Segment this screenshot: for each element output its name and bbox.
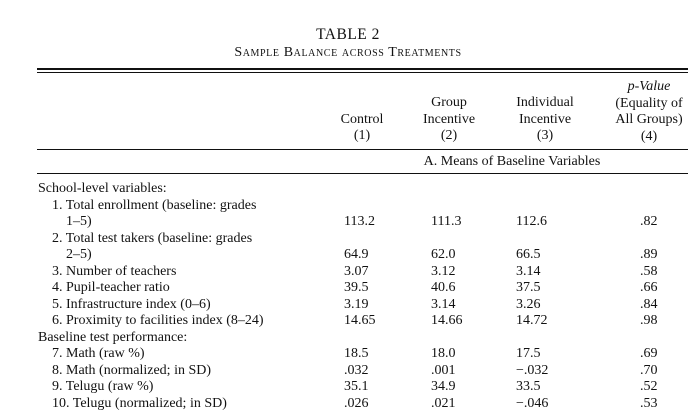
table-title: TABLE 2 (316, 26, 380, 43)
cell-value: .52 (640, 379, 658, 394)
row-label: 6. Proximity to facilities index (8–24) (52, 313, 264, 328)
cell-value: 3.12 (431, 263, 456, 279)
cell-value: 66.5 (516, 247, 541, 262)
cell-value: 17.5 (516, 346, 541, 361)
header-rule (37, 149, 688, 150)
header-line: (3) (536, 128, 554, 143)
cell-value: 18.5 (344, 346, 369, 361)
cell-value: 37.5 (516, 280, 541, 295)
cell-value: 18.0 (431, 346, 456, 361)
row-label: 9. Telugu (raw %) (52, 379, 154, 394)
cell-value: .001 (431, 362, 456, 378)
cell-value: 14.72 (516, 313, 548, 328)
cell-value: 3.14 (431, 296, 456, 312)
column-header-p-value: p-Value (Equality of All Groups) (4) (604, 79, 694, 145)
cell-value: 39.5 (344, 280, 369, 295)
row-label: 4. Pupil-teacher ratio (52, 280, 170, 295)
header-line: p-Value (627, 79, 671, 94)
row-label: 7. Math (raw %) (52, 346, 145, 361)
cell-value: −.046 (516, 395, 549, 411)
row-label: 2. Total test takers (baseline: grades (52, 230, 253, 246)
table-row: 6. Proximity to facilities index (8–24) 1… (0, 313, 696, 330)
table-row: Baseline test performance: (0, 330, 696, 347)
cell-value: .89 (640, 247, 658, 262)
row-label: Baseline test performance: (38, 329, 188, 345)
cell-value: 34.9 (431, 379, 456, 394)
cell-value: 40.6 (431, 280, 456, 295)
cell-value: .70 (640, 362, 658, 378)
row-label: 1. Total enrollment (baseline: grades (52, 197, 257, 213)
row-label: 10. Telugu (normalized; in SD) (52, 395, 227, 411)
table-row: 8. Math (normalized; in SD) .032 .001 −.032… (0, 363, 696, 380)
table-subtitle: Sample Balance across Treatments (234, 45, 462, 60)
cell-value: 112.6 (516, 214, 547, 229)
row-label: 2–5) (66, 247, 92, 262)
header-line: (4) (640, 128, 658, 144)
cell-value: 3.07 (344, 263, 369, 279)
table-row: 2. Total test takers (baseline: grades (0, 231, 696, 248)
cell-value: .98 (640, 313, 658, 328)
top-rule-thick (37, 68, 688, 70)
cell-value: 14.66 (431, 313, 463, 328)
cell-value: .58 (640, 263, 658, 279)
row-label: School-level variables: (38, 181, 167, 196)
cell-value: .021 (431, 395, 456, 411)
header-line: Incentive (422, 111, 476, 127)
panel-label: A. Means of Baseline Variables (423, 154, 601, 169)
cell-value: .032 (344, 362, 369, 378)
table-row: 4. Pupil-teacher ratio 39.5 40.6 37.5 .66 (0, 280, 696, 297)
cell-value: 14.65 (344, 313, 376, 328)
cell-value: .84 (640, 296, 658, 312)
header-line: (Equality of (615, 95, 683, 111)
table-row: School-level variables: (0, 181, 696, 198)
header-line: Control (340, 111, 384, 127)
table-row: 9. Telugu (raw %) 35.1 34.9 33.5 .52 (0, 379, 696, 396)
cell-value: 3.26 (516, 296, 541, 312)
cell-value: 113.2 (344, 214, 375, 229)
table-row: 1–5) 113.2 111.3 112.6 .82 (0, 214, 696, 231)
top-rule-thin (37, 72, 688, 73)
cell-value: .53 (640, 395, 658, 411)
cell-value: 3.19 (344, 296, 369, 312)
table-row: 3. Number of teachers 3.07 3.12 3.14 .58 (0, 264, 696, 281)
header-line (322, 95, 402, 112)
header-line: All Groups) (615, 112, 683, 127)
header-line: Individual (516, 95, 574, 110)
table-row: 5. Infrastructure index (0–6) 3.19 3.14 3.2… (0, 297, 696, 314)
column-header-group-incentive: Group Incentive (2) (409, 95, 489, 145)
table-row: 7. Math (raw %) 18.5 18.0 17.5 .69 (0, 346, 696, 363)
cell-value: .82 (640, 214, 658, 229)
column-header-control: Control (1) (322, 95, 402, 145)
table-row: 10. Telugu (normalized; in SD) .026 .021 −.… (0, 396, 696, 413)
row-label: 5. Infrastructure index (0–6) (52, 296, 211, 312)
cell-value: −.032 (516, 362, 549, 378)
header-line: (1) (353, 128, 371, 143)
panel-rule (37, 173, 688, 174)
cell-value: 33.5 (516, 379, 541, 394)
cell-value: 3.14 (516, 263, 541, 279)
cell-value: .66 (640, 280, 658, 295)
cell-value: .026 (344, 395, 369, 411)
header-line: Group (431, 95, 467, 110)
cell-value: 62.0 (431, 247, 456, 262)
cell-value: 64.9 (344, 247, 369, 262)
table-row: 2–5) 64.9 62.0 66.5 .89 (0, 247, 696, 264)
column-header-individual-incentive: Individual Incentive (3) (500, 95, 590, 145)
header-line: (2) (440, 128, 458, 143)
cell-value: .69 (640, 346, 658, 361)
header-line: Incentive (518, 111, 572, 127)
row-label: 8. Math (normalized; in SD) (52, 362, 212, 378)
row-label: 3. Number of teachers (52, 263, 177, 279)
cell-value: 111.3 (431, 214, 462, 229)
cell-value: 35.1 (344, 379, 369, 394)
row-label: 1–5) (66, 214, 92, 229)
table-row: 1. Total enrollment (baseline: grades (0, 198, 696, 215)
